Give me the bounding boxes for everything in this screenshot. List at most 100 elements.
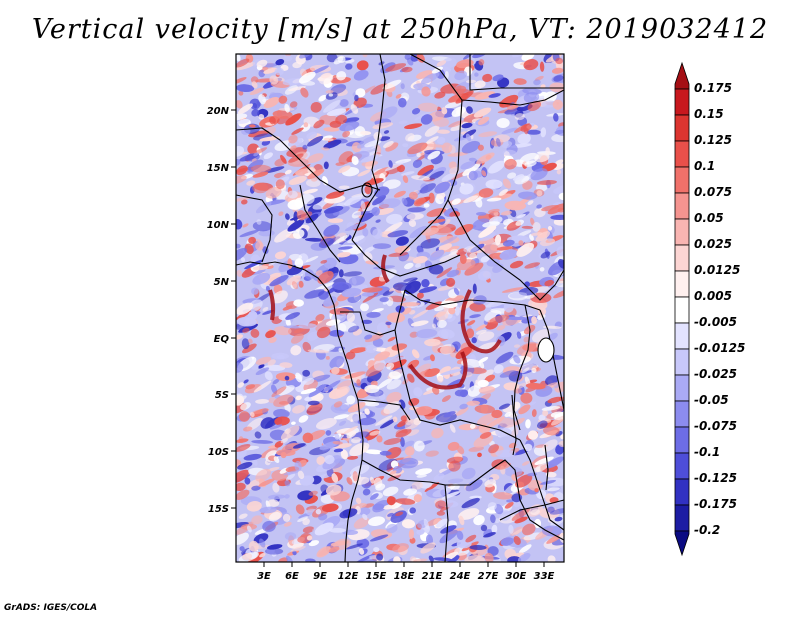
velocity-blob [323, 100, 341, 113]
velocity-blob [488, 160, 505, 174]
velocity-blob [307, 331, 320, 341]
velocity-blob [376, 207, 394, 215]
velocity-blob [284, 532, 297, 541]
velocity-blob [502, 239, 515, 247]
colorbar-swatch [674, 322, 690, 350]
velocity-blob [268, 494, 286, 500]
velocity-blob [236, 532, 249, 545]
velocity-blob [420, 542, 436, 554]
velocity-blob [351, 156, 359, 165]
velocity-blob [549, 82, 564, 93]
velocity-blob [458, 508, 480, 520]
velocity-blob [236, 113, 248, 121]
velocity-blob [501, 141, 513, 149]
velocity-blob [395, 428, 412, 438]
velocity-blob [343, 195, 363, 206]
velocity-blob [237, 119, 250, 124]
velocity-blob [284, 494, 290, 499]
velocity-blob [456, 59, 474, 69]
velocity-blob [385, 142, 399, 152]
velocity-blob [326, 54, 338, 63]
velocity-blob [312, 527, 318, 532]
velocity-blob [513, 355, 521, 364]
velocity-blob [265, 330, 276, 339]
velocity-blob [386, 391, 402, 404]
velocity-blob [306, 178, 321, 188]
velocity-blob [338, 165, 351, 173]
velocity-blob [236, 62, 256, 71]
velocity-blob [282, 513, 291, 522]
velocity-blob [323, 127, 340, 132]
velocity-blob [408, 191, 418, 200]
velocity-blob [375, 415, 393, 426]
velocity-blob [365, 344, 377, 354]
velocity-blob [362, 513, 368, 521]
velocity-blob [401, 519, 416, 529]
velocity-blob [338, 269, 344, 278]
velocity-blob [240, 257, 246, 262]
velocity-blob [243, 426, 253, 432]
velocity-blob [519, 152, 539, 165]
velocity-blob [478, 386, 496, 394]
velocity-blob [236, 269, 243, 277]
velocity-blob [474, 91, 496, 100]
velocity-blob [479, 431, 492, 439]
velocity-blob [477, 270, 492, 281]
velocity-blob [256, 59, 268, 68]
velocity-blob [361, 292, 374, 297]
velocity-blob [308, 540, 320, 547]
velocity-blob [509, 208, 517, 218]
velocity-blob [357, 136, 376, 149]
colorbar-label: 0.0125 [694, 263, 740, 277]
velocity-blob [237, 382, 245, 388]
velocity-blob [530, 509, 541, 516]
velocity-blob [360, 200, 366, 212]
velocity-blob [433, 557, 452, 562]
velocity-blob [551, 133, 564, 143]
velocity-blob [523, 336, 530, 343]
velocity-blob [462, 163, 481, 176]
velocity-blob [314, 522, 334, 536]
velocity-blob [420, 114, 433, 125]
velocity-blob [315, 270, 323, 276]
velocity-blob [531, 409, 537, 418]
velocity-blob [361, 287, 383, 293]
velocity-blob [408, 398, 420, 406]
velocity-blob [287, 258, 293, 269]
velocity-blob [283, 55, 293, 62]
velocity-blob [402, 307, 412, 315]
colorbar-label: -0.005 [694, 315, 737, 329]
colorbar-label: -0.05 [694, 393, 729, 407]
velocity-blob [302, 144, 308, 150]
velocity-blob [250, 164, 272, 173]
velocity-blob [551, 415, 564, 426]
velocity-blob [554, 159, 564, 166]
colorbar-label: 0.125 [694, 133, 732, 147]
svg-text:EQ: EQ [214, 334, 230, 345]
velocity-blob [553, 184, 564, 194]
velocity-blob [347, 325, 360, 333]
velocity-blob [363, 400, 380, 407]
velocity-blob [333, 206, 350, 216]
velocity-blob [372, 503, 385, 511]
velocity-blob [395, 93, 402, 99]
velocity-blob [432, 487, 452, 498]
velocity-blob [339, 508, 358, 519]
velocity-blob [251, 108, 260, 117]
velocity-blob [253, 533, 269, 544]
velocity-blob [395, 236, 409, 246]
velocity-blob [387, 312, 405, 323]
velocity-blob [244, 477, 251, 485]
velocity-blob [415, 468, 432, 475]
velocity-blob [404, 418, 421, 430]
colorbar-swatch [674, 114, 690, 142]
velocity-blob [547, 226, 553, 231]
velocity-blob [512, 382, 527, 391]
velocity-blob [447, 478, 464, 484]
velocity-blob [386, 356, 406, 364]
velocity-blob [469, 302, 486, 312]
colorbar-label: -0.125 [694, 471, 737, 485]
velocity-blob [504, 200, 527, 211]
velocity-blob [370, 493, 379, 500]
velocity-blob [539, 238, 556, 247]
